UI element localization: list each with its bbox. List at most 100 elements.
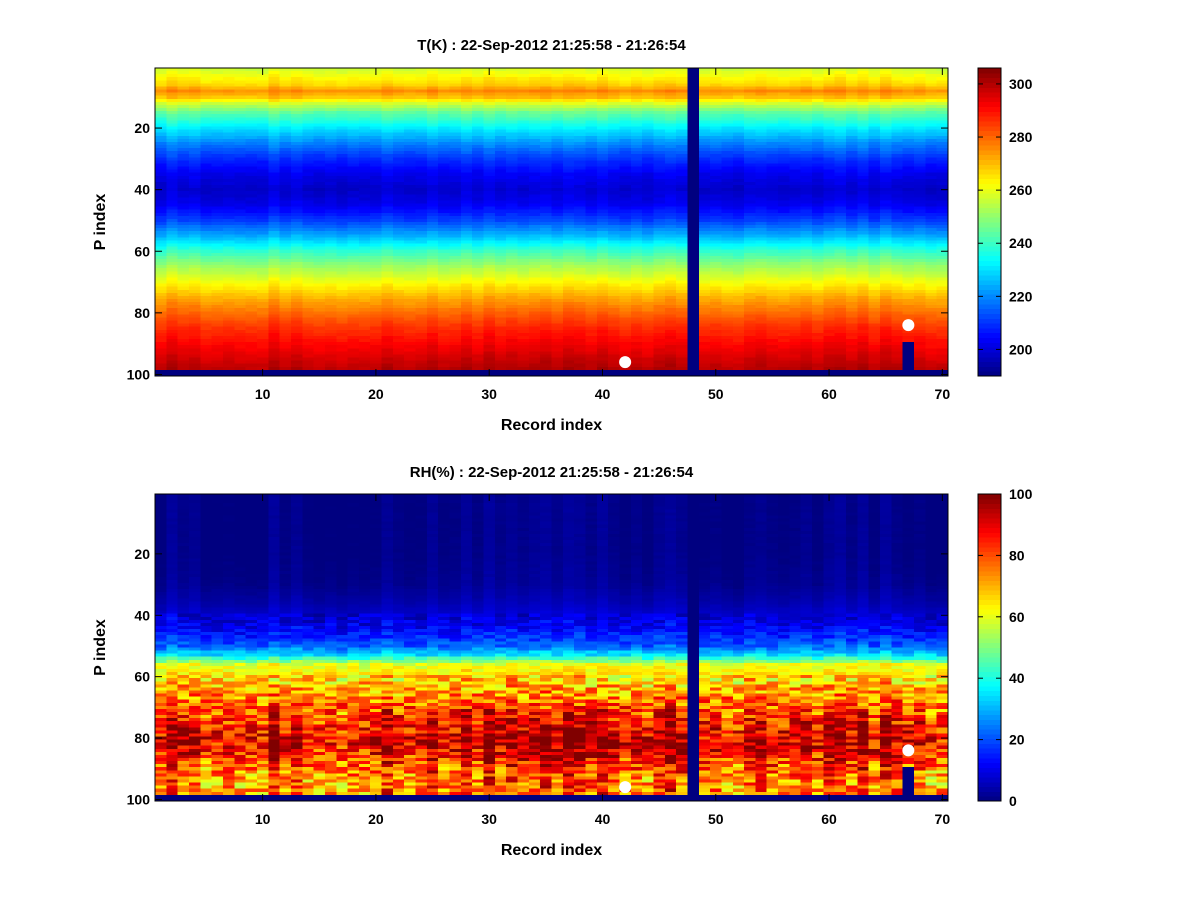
heatmap-cell: [438, 96, 450, 99]
heatmap-cell: [619, 105, 631, 108]
heatmap-cell: [450, 302, 462, 305]
heatmap-cell: [291, 114, 303, 117]
heatmap-cell: [393, 77, 405, 80]
heatmap-cell: [552, 339, 564, 342]
heatmap-cell: [189, 204, 201, 207]
heatmap-cell: [268, 253, 280, 256]
heatmap-cell: [687, 127, 699, 130]
heatmap-cell: [212, 111, 224, 114]
heatmap-cell: [506, 213, 518, 216]
heatmap-cell: [336, 361, 348, 364]
heatmap-cell: [461, 265, 473, 268]
heatmap-cell: [699, 123, 711, 126]
heatmap-cell: [359, 287, 371, 290]
heatmap-cell: [427, 219, 439, 222]
heatmap-cell: [166, 77, 178, 80]
heatmap-cell: [302, 114, 314, 117]
heatmap-cell: [212, 265, 224, 268]
heatmap-cell: [223, 250, 235, 253]
heatmap-cell: [336, 302, 348, 305]
heatmap-cell: [291, 167, 303, 170]
heatmap-cell: [427, 160, 439, 163]
heatmap-cell: [370, 351, 382, 354]
heatmap-cell: [178, 93, 190, 96]
heatmap-cell: [631, 133, 643, 136]
heatmap-cell: [370, 188, 382, 191]
heatmap-cell: [540, 120, 552, 123]
heatmap-cell: [246, 237, 258, 240]
heatmap-cell: [268, 80, 280, 83]
heatmap-cell: [642, 74, 654, 77]
heatmap-cell: [506, 253, 518, 256]
heatmap-cell: [506, 250, 518, 253]
heatmap-cell: [257, 83, 269, 86]
heatmap-cell: [676, 130, 688, 133]
heatmap-cell: [234, 117, 246, 120]
heatmap-cell: [665, 200, 677, 203]
heatmap-cell: [393, 287, 405, 290]
heatmap-cell: [280, 80, 292, 83]
heatmap-cell: [393, 123, 405, 126]
heatmap-cell: [552, 154, 564, 157]
heatmap-cell: [291, 142, 303, 145]
heatmap-cell: [710, 354, 722, 357]
heatmap-cell: [552, 139, 564, 142]
heatmap-cell: [268, 302, 280, 305]
heatmap-cell: [234, 90, 246, 93]
heatmap-cell: [212, 259, 224, 262]
heatmap-cell: [370, 240, 382, 243]
heatmap-cell: [665, 296, 677, 299]
heatmap-cell: [404, 348, 416, 351]
heatmap-cell: [280, 188, 292, 191]
heatmap-cell: [563, 345, 575, 348]
heatmap-cell: [450, 120, 462, 123]
heatmap-cell: [302, 133, 314, 136]
heatmap-cell: [314, 185, 326, 188]
heatmap-cell: [359, 136, 371, 139]
heatmap-cell: [166, 216, 178, 219]
heatmap-cell: [166, 324, 178, 327]
heatmap-cell: [506, 324, 518, 327]
heatmap-cell: [574, 302, 586, 305]
heatmap-cell: [370, 250, 382, 253]
heatmap-cell: [506, 105, 518, 108]
heatmap-cell: [450, 93, 462, 96]
heatmap-cell: [178, 170, 190, 173]
heatmap-cell: [314, 145, 326, 148]
heatmap-cell: [314, 271, 326, 274]
heatmap-cell: [234, 216, 246, 219]
heatmap-cell: [529, 244, 541, 247]
heatmap-cell: [404, 194, 416, 197]
heatmap-cell: [619, 139, 631, 142]
heatmap-cell: [676, 327, 688, 330]
heatmap-cell: [359, 90, 371, 93]
heatmap-cell: [518, 210, 530, 213]
heatmap-cell: [359, 364, 371, 367]
heatmap-cell: [495, 271, 507, 274]
heatmap-cell: [642, 213, 654, 216]
heatmap-cell: [325, 228, 337, 231]
heatmap-cell: [438, 102, 450, 105]
heatmap-cell: [563, 327, 575, 330]
heatmap-cell: [608, 290, 620, 293]
heatmap-cell: [212, 234, 224, 237]
heatmap-cell: [518, 136, 530, 139]
heatmap-cell: [631, 157, 643, 160]
heatmap-cell: [676, 136, 688, 139]
heatmap-cell: [257, 237, 269, 240]
heatmap-cell: [291, 247, 303, 250]
heatmap-cell: [404, 324, 416, 327]
heatmap-cell: [427, 200, 439, 203]
heatmap-cell: [200, 354, 212, 357]
heatmap-cell: [676, 127, 688, 130]
heatmap-cell: [223, 339, 235, 342]
heatmap-cell: [370, 127, 382, 130]
heatmap-cell: [268, 259, 280, 262]
heatmap-cell: [200, 231, 212, 234]
heatmap-cell: [619, 130, 631, 133]
heatmap-cell: [268, 364, 280, 367]
heatmap-cell: [314, 207, 326, 210]
heatmap-cell: [427, 139, 439, 142]
heatmap-cell: [200, 86, 212, 89]
heatmap-cell: [710, 321, 722, 324]
